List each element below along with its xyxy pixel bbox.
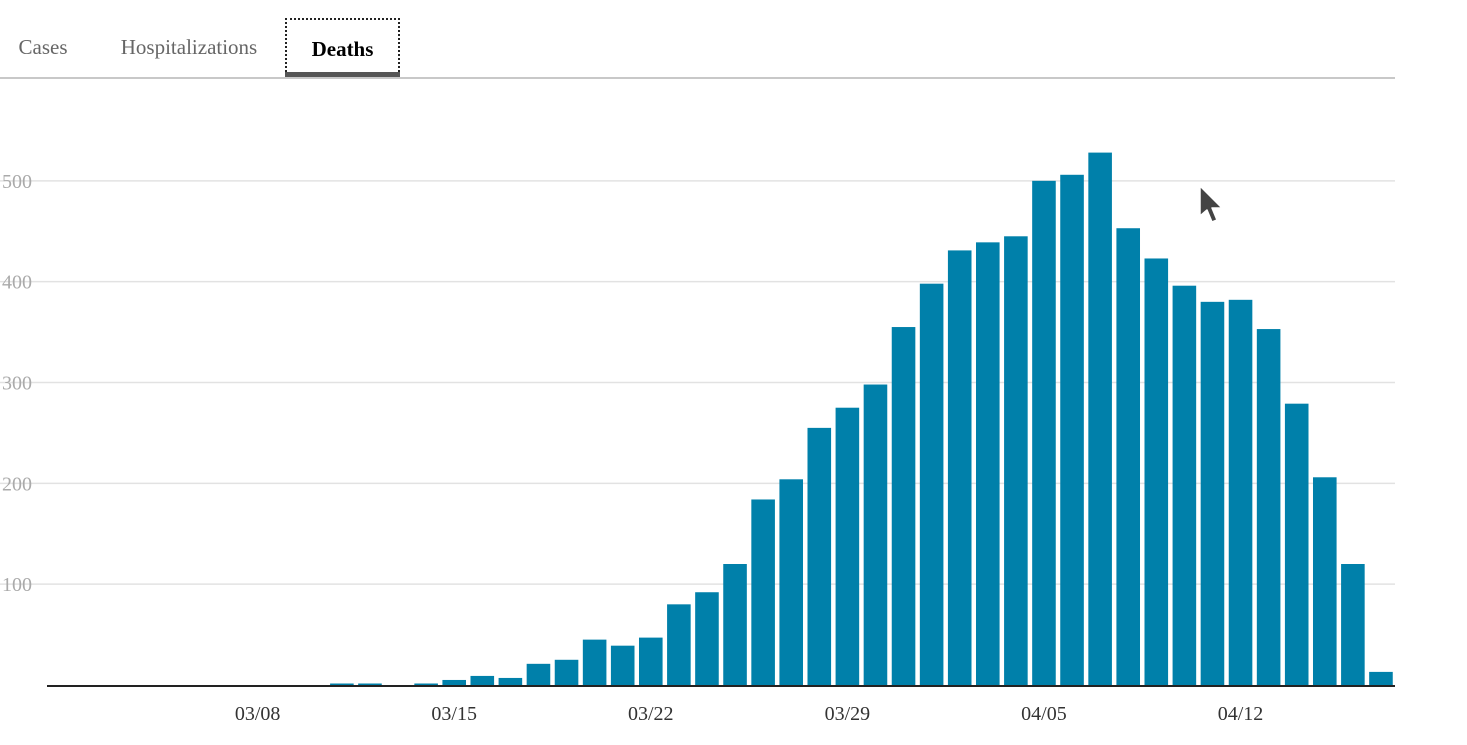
bar xyxy=(891,327,916,685)
bar xyxy=(695,592,719,685)
x-tick-label: 03/22 xyxy=(628,703,674,725)
y-tick-labels: 100 200 300 400 500 xyxy=(2,171,32,596)
bar xyxy=(498,677,523,685)
tab-bar: Cases Hospitalizations Deaths xyxy=(0,0,1395,80)
y-tick-label: 400 xyxy=(2,272,32,294)
bar xyxy=(947,250,972,686)
tab-deaths[interactable]: Deaths xyxy=(285,18,400,76)
bar xyxy=(807,427,832,685)
deaths-bar-chart: 100 200 300 400 500 03/08 03/15 03/22 03/29 04/0… xyxy=(0,152,1395,725)
bar xyxy=(835,407,860,685)
bar xyxy=(1088,152,1112,686)
y-tick-label: 100 xyxy=(2,574,32,596)
bar xyxy=(1369,671,1393,685)
bar xyxy=(751,499,775,685)
bar xyxy=(330,683,354,685)
bars xyxy=(330,152,1393,686)
bar xyxy=(919,283,944,685)
x-tick-label: 04/12 xyxy=(1218,703,1264,725)
bar xyxy=(1284,403,1309,685)
bar xyxy=(526,663,551,685)
tab-hospitalizations[interactable]: Hospitalizations xyxy=(120,35,258,59)
bar xyxy=(442,679,467,685)
bar xyxy=(1341,564,1365,685)
x-tick-label: 04/05 xyxy=(1021,703,1067,725)
bar xyxy=(582,639,607,685)
x-tick-labels: 03/08 03/15 03/22 03/29 04/05 04/12 xyxy=(235,703,1263,725)
y-tick-label: 300 xyxy=(2,373,32,395)
active-tab-indicator xyxy=(285,72,400,77)
bar xyxy=(1200,301,1225,685)
y-tick-label: 500 xyxy=(2,171,32,193)
tab-bar-divider xyxy=(0,77,1395,79)
bar xyxy=(638,637,663,685)
bar xyxy=(470,675,495,685)
x-tick-label: 03/15 xyxy=(431,703,477,725)
bar xyxy=(1312,477,1337,685)
y-tick-label: 200 xyxy=(2,473,32,495)
bar xyxy=(975,242,1000,685)
bar xyxy=(358,683,382,685)
bar xyxy=(1144,258,1169,685)
bar xyxy=(610,645,635,685)
mouse-pointer-icon xyxy=(1199,185,1223,223)
bar xyxy=(667,604,691,685)
bar xyxy=(414,683,438,685)
bar xyxy=(1060,174,1084,685)
bar xyxy=(1004,236,1028,685)
bar xyxy=(723,564,747,685)
bar xyxy=(554,659,579,685)
x-tick-label: 03/08 xyxy=(235,703,281,725)
bar xyxy=(779,479,804,685)
bar xyxy=(1228,299,1253,685)
bar xyxy=(863,384,888,685)
x-tick-label: 03/29 xyxy=(825,703,871,725)
bar xyxy=(1256,329,1281,685)
tab-cases[interactable]: Cases xyxy=(18,35,68,59)
bar xyxy=(1172,285,1197,685)
bar xyxy=(1116,228,1141,685)
bar xyxy=(1032,180,1056,685)
